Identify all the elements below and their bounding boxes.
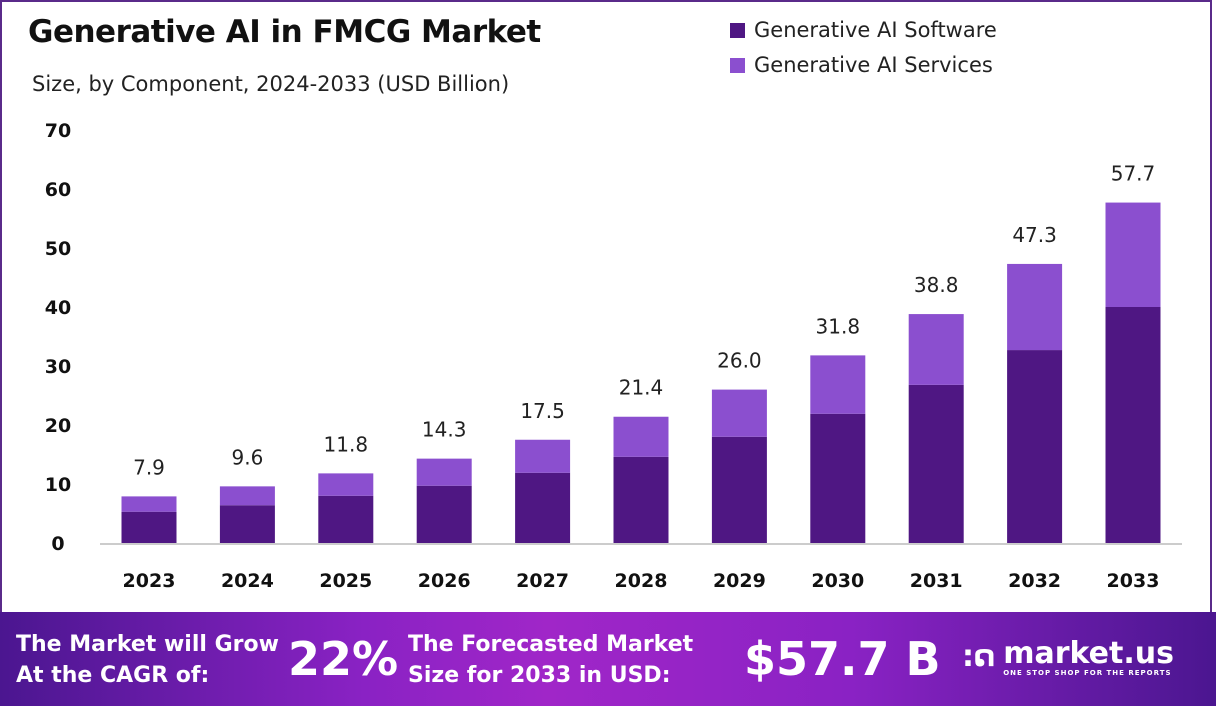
bar-services-2031: [908, 314, 964, 385]
data-label-total: 7.9: [133, 455, 165, 479]
x-tick-label: 2024: [221, 570, 274, 592]
bar-software-2027: [515, 472, 571, 543]
bar-software-2031: [908, 384, 964, 543]
y-tick-label: 70: [45, 120, 71, 142]
x-tick-label: 2028: [615, 570, 668, 592]
chart-subtitle: Size, by Component, 2024-2033 (USD Billi…: [32, 72, 510, 96]
forecast-label: The Forecasted Market Size for 2033 in US…: [408, 632, 694, 688]
bar-software-2025: [318, 495, 374, 543]
bar-software-2032: [1007, 350, 1063, 543]
x-tick-label: 2025: [319, 570, 372, 592]
logo-icon: :ດ: [962, 639, 996, 674]
x-tick-label: 2030: [811, 570, 864, 592]
data-label-total: 11.8: [324, 432, 369, 456]
data-label-total: 38.8: [914, 273, 959, 297]
bar-services-2023: [121, 496, 177, 512]
bar-software-2028: [613, 456, 669, 543]
legend-swatch: [730, 57, 745, 73]
bar-software-2023: [121, 511, 177, 543]
legend-item-software: Generative AI Software: [730, 18, 997, 42]
y-tick-label: 40: [45, 297, 71, 319]
data-label-total: 17.5: [520, 399, 565, 423]
y-tick-label: 30: [45, 356, 71, 378]
bar-services-2033: [1105, 202, 1161, 307]
data-label-total: 9.6: [231, 445, 263, 469]
legend-swatch: [730, 22, 745, 38]
x-tick-label: 2027: [516, 570, 569, 592]
x-tick-label: 2031: [910, 570, 963, 592]
x-tick-label: 2033: [1107, 570, 1160, 592]
bar-services-2032: [1007, 263, 1063, 351]
footer-banner: The Market will Grow At the CAGR of: 22% …: [0, 612, 1216, 706]
bar-software-2030: [810, 413, 866, 543]
forecast-value: $57.7 B: [744, 632, 941, 686]
data-label-total: 26.0: [717, 349, 762, 373]
data-label-total: 47.3: [1012, 223, 1057, 247]
y-tick-label: 0: [51, 533, 64, 555]
data-label-total: 57.7: [1111, 162, 1156, 186]
bar-software-2026: [416, 485, 472, 543]
bar-software-2024: [219, 505, 275, 543]
y-tick-label: 20: [45, 415, 71, 437]
bar-software-2029: [711, 436, 767, 543]
x-tick-label: 2029: [713, 570, 766, 592]
data-label-total: 31.8: [816, 314, 861, 338]
bar-services-2029: [711, 389, 767, 437]
data-label-total: 21.4: [619, 376, 664, 400]
legend-label: Generative AI Services: [754, 53, 993, 77]
bar-services-2025: [318, 473, 374, 496]
bar-services-2027: [515, 439, 571, 473]
x-tick-label: 2032: [1008, 570, 1061, 592]
bar-chart: 0102030405060707.920239.6202411.8202514.…: [45, 120, 1182, 592]
chart-title: Generative AI in FMCG Market: [28, 14, 541, 50]
legend-item-services: Generative AI Services: [730, 53, 993, 77]
x-tick-label: 2023: [123, 570, 176, 592]
cagr-label: The Market will Grow At the CAGR of:: [16, 632, 279, 688]
bar-software-2033: [1105, 307, 1161, 543]
bar-services-2030: [810, 355, 866, 414]
market-us-logo: :ດ market.us ONE STOP SHOP FOR THE REPORT…: [962, 636, 1174, 677]
x-tick-label: 2026: [418, 570, 471, 592]
bar-services-2026: [416, 458, 472, 486]
bar-services-2024: [219, 486, 275, 506]
cagr-value: 22%: [288, 632, 399, 686]
y-tick-label: 60: [45, 179, 71, 201]
bar-services-2028: [613, 416, 669, 457]
y-tick-label: 50: [45, 238, 71, 260]
data-label-total: 14.3: [422, 418, 467, 442]
y-tick-label: 10: [45, 474, 71, 496]
legend-label: Generative AI Software: [754, 18, 997, 42]
